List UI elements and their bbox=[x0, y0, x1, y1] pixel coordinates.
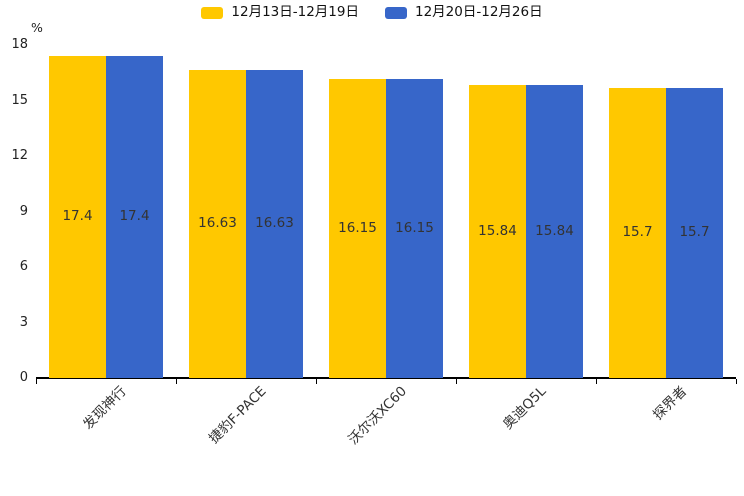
x-axis-tick bbox=[36, 379, 37, 384]
y-tick-label: 0 bbox=[19, 370, 28, 385]
bar-value-label: 16.63 bbox=[255, 215, 294, 232]
bar: 16.63 bbox=[246, 70, 303, 378]
y-axis-unit-label: % bbox=[31, 20, 43, 35]
x-axis-category-label: 探界者 bbox=[649, 383, 690, 424]
bar-value-label: 17.4 bbox=[62, 208, 93, 225]
bar: 17.4 bbox=[49, 56, 106, 378]
bar-value-label: 15.84 bbox=[478, 222, 517, 239]
bar: 17.4 bbox=[106, 56, 163, 378]
chart-legend: 12月13日-12月19日 12月20日-12月26日 bbox=[0, 4, 744, 20]
x-axis-line bbox=[36, 377, 736, 379]
bar-value-label: 16.63 bbox=[198, 215, 237, 232]
x-axis-category-label: 发现神行 bbox=[80, 383, 130, 433]
x-axis-category-label: 奥迪Q5L bbox=[500, 383, 550, 433]
bar-value-label: 15.84 bbox=[535, 222, 574, 239]
legend-label: 12月20日-12月26日 bbox=[415, 4, 543, 20]
bar-value-label: 15.7 bbox=[622, 224, 653, 241]
bar-value-label: 16.15 bbox=[395, 219, 434, 236]
y-tick-label: 6 bbox=[19, 259, 28, 274]
x-axis-tick bbox=[596, 379, 597, 384]
x-axis-tick bbox=[736, 379, 737, 384]
y-tick-label: 12 bbox=[11, 148, 28, 163]
bar: 15.7 bbox=[609, 87, 666, 378]
y-tick-label: 18 bbox=[11, 37, 28, 52]
bar-value-label: 15.7 bbox=[679, 224, 710, 241]
bar: 16.63 bbox=[189, 70, 246, 378]
x-axis-tick bbox=[316, 379, 317, 384]
bar: 16.15 bbox=[386, 79, 443, 378]
legend-item[interactable]: 12月20日-12月26日 bbox=[385, 4, 543, 20]
legend-label: 12月13日-12月19日 bbox=[231, 4, 359, 20]
x-axis-category-label: 沃尔沃XC60 bbox=[344, 383, 410, 448]
x-axis-tick bbox=[176, 379, 177, 384]
x-axis-category-label: 捷豹F-PACE bbox=[206, 383, 270, 447]
bar: 16.15 bbox=[329, 79, 386, 378]
y-tick-label: 3 bbox=[19, 314, 28, 330]
legend-item[interactable]: 12月13日-12月19日 bbox=[201, 4, 359, 20]
x-axis-tick bbox=[456, 379, 457, 384]
bar-value-label: 16.15 bbox=[338, 219, 377, 236]
legend-swatch bbox=[201, 6, 224, 19]
bar: 15.7 bbox=[666, 87, 723, 378]
legend-swatch bbox=[385, 6, 407, 19]
bar-value-label: 17.4 bbox=[119, 208, 150, 225]
y-tick-label: 9 bbox=[19, 203, 28, 219]
y-tick-label: 15 bbox=[11, 92, 28, 108]
bar: 15.84 bbox=[526, 84, 583, 378]
bar: 15.84 bbox=[469, 84, 526, 378]
